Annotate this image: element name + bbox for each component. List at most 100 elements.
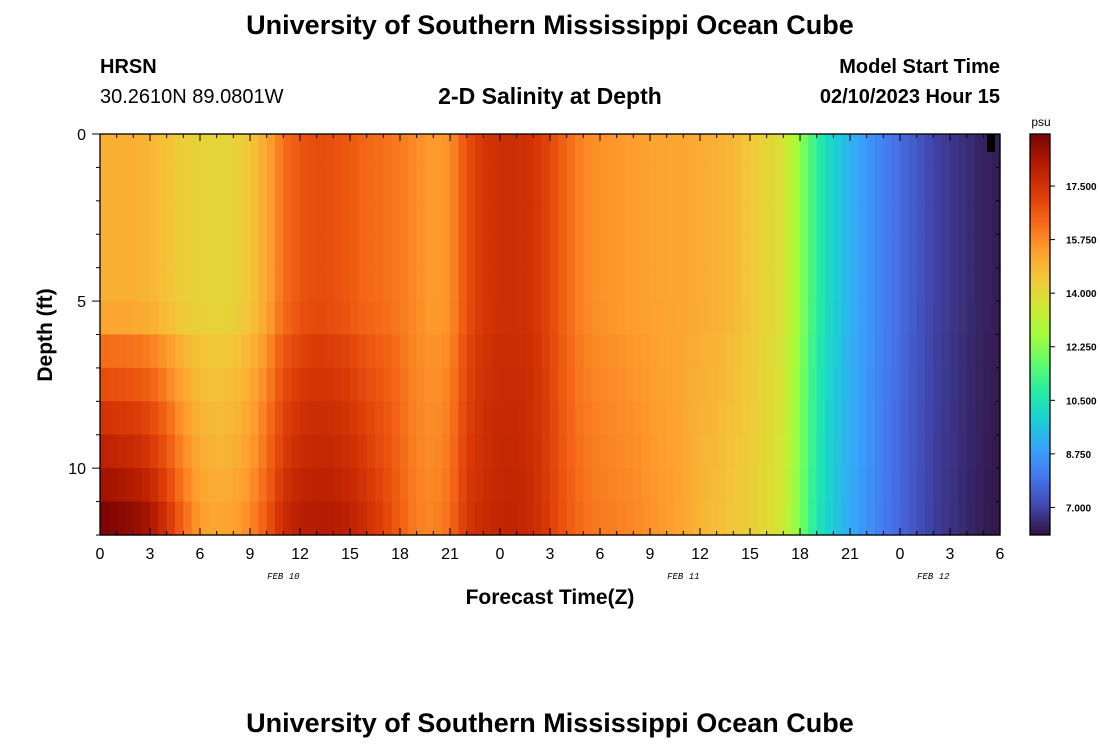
- heatmap-cell: [408, 401, 418, 436]
- heatmap-cell: [400, 334, 409, 369]
- heatmap-cell: [433, 501, 443, 536]
- heatmap-cell: [908, 501, 918, 536]
- heatmap-cell: [775, 134, 784, 169]
- heatmap-cell: [958, 334, 968, 369]
- heatmap-cell: [950, 200, 959, 235]
- heatmap-cell: [233, 367, 243, 402]
- heatmap-cell: [158, 367, 168, 402]
- heatmap-cell: [908, 267, 918, 302]
- heatmap-cell: [233, 267, 243, 302]
- heatmap-cell: [691, 401, 701, 436]
- heatmap-cell: [750, 468, 759, 503]
- heatmap-cell: [216, 134, 226, 169]
- heatmap-cell: [566, 267, 576, 302]
- heatmap-cell: [516, 434, 526, 469]
- heatmap-cell: [966, 167, 976, 202]
- heatmap-cell: [983, 367, 993, 402]
- heatmap-cell: [808, 301, 818, 336]
- heatmap-cell: [516, 267, 526, 302]
- heatmap-cell: [175, 501, 184, 536]
- heatmap-cell: [975, 301, 984, 336]
- heatmap-cell: [616, 301, 626, 336]
- heatmap-cell: [691, 367, 701, 402]
- heatmap-cell: [625, 200, 634, 235]
- heatmap-cell: [866, 301, 876, 336]
- heatmap-cell: [441, 134, 451, 169]
- heatmap-cell: [625, 234, 634, 269]
- heatmap-cell: [316, 200, 326, 235]
- heatmap-cell: [916, 301, 926, 336]
- heatmap-cell: [241, 334, 251, 369]
- heatmap-cell: [500, 167, 509, 202]
- heatmap-cell: [833, 234, 843, 269]
- heatmap-cell: [541, 200, 551, 235]
- heatmap-cell: [466, 134, 476, 169]
- heatmap-cell: [683, 367, 693, 402]
- heatmap-cell: [191, 434, 201, 469]
- heatmap-cell: [175, 200, 184, 235]
- heatmap-cell: [566, 167, 576, 202]
- heatmap-cell: [758, 468, 768, 503]
- heatmap-cell: [158, 468, 168, 503]
- heatmap-cell: [491, 234, 501, 269]
- heatmap-cell: [725, 167, 734, 202]
- heatmap-cell: [708, 267, 718, 302]
- heatmap-cell: [775, 468, 784, 503]
- heatmap-cell: [533, 434, 543, 469]
- heatmap-cell: [125, 501, 134, 536]
- heatmap-cell: [608, 434, 618, 469]
- heatmap-cell: [991, 334, 1001, 369]
- heatmap-cell: [641, 367, 651, 402]
- heatmap-cell: [875, 301, 884, 336]
- y-axis-label: Depth (ft): [34, 288, 57, 381]
- heatmap-cell: [675, 301, 684, 336]
- heatmap-cell: [716, 468, 726, 503]
- heatmap-cell: [225, 234, 234, 269]
- heatmap-cell: [341, 334, 351, 369]
- heatmap-cell: [825, 334, 834, 369]
- heatmap-cell: [608, 334, 618, 369]
- heatmap-cell: [775, 501, 784, 536]
- heatmap-cell: [966, 468, 976, 503]
- heatmap-cell: [900, 434, 909, 469]
- heatmap-cell: [808, 167, 818, 202]
- heatmap-cell: [216, 468, 226, 503]
- heatmap-cell: [791, 434, 801, 469]
- heatmap-cell: [275, 367, 284, 402]
- heatmap-cell: [483, 468, 493, 503]
- heatmap-cell: [741, 468, 751, 503]
- heatmap-cell: [708, 134, 718, 169]
- heatmap-cell: [558, 234, 568, 269]
- heatmap-cell: [333, 401, 343, 436]
- heatmap-cell: [916, 334, 926, 369]
- heatmap-cell: [191, 468, 201, 503]
- date-label: FEB 10: [267, 572, 300, 582]
- heatmap-cell: [533, 468, 543, 503]
- heatmap-cell: [450, 167, 459, 202]
- heatmap-cell: [366, 167, 376, 202]
- heatmap-cell: [741, 401, 751, 436]
- heatmap-cell: [225, 200, 234, 235]
- heatmap-cell: [891, 434, 901, 469]
- heatmap-cell: [633, 434, 643, 469]
- x-tick-label: 15: [741, 546, 759, 563]
- heatmap-cell: [700, 301, 709, 336]
- heatmap-cells: [100, 134, 1001, 536]
- heatmap-cell: [300, 334, 309, 369]
- heatmap-cell: [241, 468, 251, 503]
- heatmap-cell: [100, 234, 109, 269]
- heatmap-cell: [283, 200, 293, 235]
- heatmap-cell: [316, 334, 326, 369]
- heatmap-cell: [891, 468, 901, 503]
- heatmap-cell: [900, 301, 909, 336]
- x-tick-label: 21: [441, 546, 459, 563]
- heatmap-cell: [191, 200, 201, 235]
- heatmap-cell: [516, 134, 526, 169]
- heatmap-cell: [483, 134, 493, 169]
- heatmap-cell: [183, 134, 193, 169]
- heatmap-cell: [733, 434, 743, 469]
- heatmap-cell: [291, 468, 301, 503]
- heatmap-cell: [283, 401, 293, 436]
- heatmap-cell: [500, 401, 509, 436]
- heatmap-cell: [925, 134, 934, 169]
